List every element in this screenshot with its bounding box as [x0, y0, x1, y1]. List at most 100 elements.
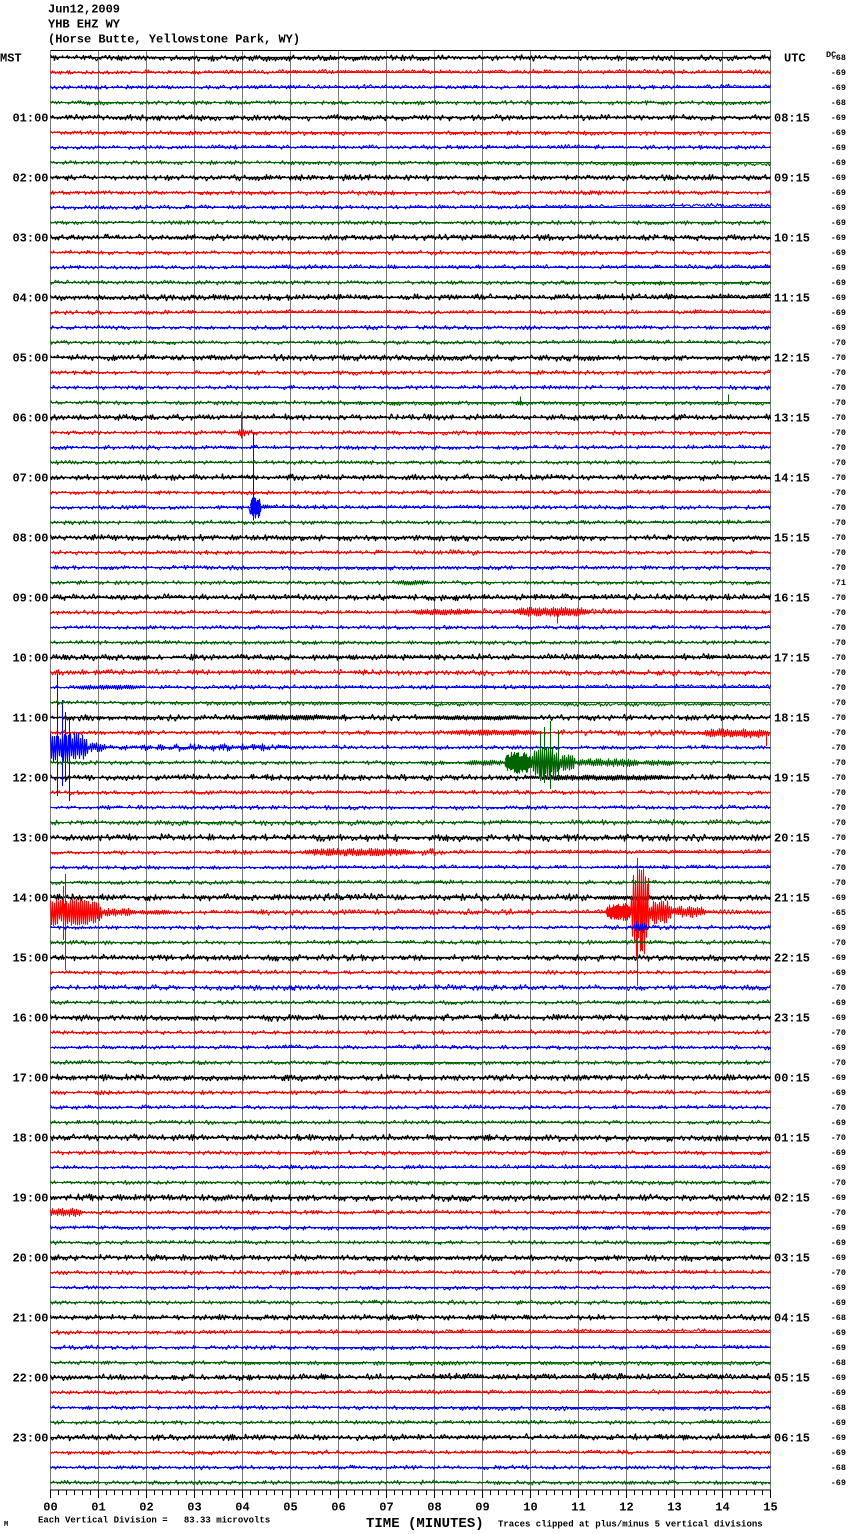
- svg-text:-69: -69: [831, 998, 846, 1008]
- svg-text:12:15: 12:15: [774, 352, 810, 366]
- svg-text:-69: -69: [831, 1343, 846, 1353]
- svg-text:05:15: 05:15: [774, 1372, 810, 1386]
- svg-text:01:00: 01:00: [12, 112, 48, 126]
- svg-text:-69: -69: [831, 128, 846, 138]
- svg-text:15:15: 15:15: [774, 532, 810, 546]
- svg-text:04:00: 04:00: [12, 292, 48, 306]
- svg-text:11: 11: [571, 1501, 585, 1515]
- svg-text:10:15: 10:15: [774, 232, 810, 246]
- svg-text:M: M: [4, 1521, 8, 1529]
- svg-text:-68: -68: [831, 98, 846, 108]
- svg-text:11:15: 11:15: [774, 292, 810, 306]
- svg-text:-70: -70: [831, 1208, 846, 1218]
- svg-text:18:00: 18:00: [12, 1132, 48, 1146]
- svg-text:-68: -68: [831, 1313, 846, 1323]
- svg-text:-70: -70: [831, 623, 846, 633]
- svg-text:-69: -69: [831, 1193, 846, 1203]
- svg-text:08: 08: [427, 1501, 441, 1515]
- svg-text:-70: -70: [831, 443, 846, 453]
- svg-text:17:00: 17:00: [12, 1072, 48, 1086]
- svg-text:16:15: 16:15: [774, 592, 810, 606]
- svg-text:07:00: 07:00: [12, 472, 48, 486]
- svg-text:02:00: 02:00: [12, 172, 48, 186]
- svg-text:-69: -69: [831, 1373, 846, 1383]
- svg-text:-69: -69: [831, 158, 846, 168]
- svg-text:-70: -70: [831, 1133, 846, 1143]
- svg-text:-69: -69: [831, 1088, 846, 1098]
- svg-text:00:15: 00:15: [774, 1072, 810, 1086]
- svg-text:11:00: 11:00: [12, 712, 48, 726]
- svg-text:20:00: 20:00: [12, 1252, 48, 1266]
- svg-text:-69: -69: [831, 1253, 846, 1263]
- svg-text:-70: -70: [831, 383, 846, 393]
- svg-text:08:15: 08:15: [774, 112, 810, 126]
- svg-text:-70: -70: [831, 533, 846, 543]
- svg-text:10: 10: [523, 1501, 537, 1515]
- svg-text:-70: -70: [831, 608, 846, 618]
- svg-text:-70: -70: [831, 653, 846, 663]
- svg-text:12:00: 12:00: [12, 772, 48, 786]
- svg-text:-70: -70: [831, 668, 846, 678]
- svg-text:-68: -68: [831, 1463, 846, 1473]
- svg-text:-70: -70: [831, 458, 846, 468]
- svg-text:-69: -69: [831, 233, 846, 243]
- svg-text:-69: -69: [831, 1238, 846, 1248]
- svg-text:-70: -70: [831, 983, 846, 993]
- svg-text:-70: -70: [831, 1028, 846, 1038]
- svg-text:-70: -70: [831, 788, 846, 798]
- svg-text:-70: -70: [831, 428, 846, 438]
- svg-text:DC: DC: [826, 50, 836, 60]
- svg-text:17:15: 17:15: [774, 652, 810, 666]
- svg-text:-69: -69: [831, 143, 846, 153]
- svg-text:06: 06: [331, 1501, 345, 1515]
- svg-text:-69: -69: [831, 968, 846, 978]
- svg-text:05: 05: [283, 1501, 297, 1515]
- svg-text:-70: -70: [831, 683, 846, 693]
- svg-text:UTC: UTC: [784, 52, 806, 66]
- svg-text:04:15: 04:15: [774, 1312, 810, 1326]
- svg-text:13:15: 13:15: [774, 412, 810, 426]
- svg-text:20:15: 20:15: [774, 832, 810, 846]
- svg-text:19:15: 19:15: [774, 772, 810, 786]
- svg-text:-70: -70: [831, 413, 846, 423]
- svg-text:-69: -69: [831, 893, 846, 903]
- svg-text:-70: -70: [831, 563, 846, 573]
- svg-text:-70: -70: [831, 1178, 846, 1188]
- svg-text:-69: -69: [831, 1418, 846, 1428]
- svg-text:05:00: 05:00: [12, 352, 48, 366]
- svg-text:-69: -69: [831, 923, 846, 933]
- svg-text:TIME (MINUTES): TIME (MINUTES): [366, 1516, 484, 1532]
- svg-text:-69: -69: [831, 173, 846, 183]
- svg-text:-69: -69: [831, 1433, 846, 1443]
- svg-text:08:00: 08:00: [12, 532, 48, 546]
- svg-text:-70: -70: [831, 398, 846, 408]
- svg-text:21:15: 21:15: [774, 892, 810, 906]
- svg-text:03:15: 03:15: [774, 1252, 810, 1266]
- svg-text:21:00: 21:00: [12, 1312, 48, 1326]
- svg-text:-70: -70: [831, 473, 846, 483]
- svg-text:-70: -70: [831, 353, 846, 363]
- svg-text:-70: -70: [831, 818, 846, 828]
- svg-text:Traces clipped at plus/minus 5: Traces clipped at plus/minus 5 vertical …: [498, 1520, 763, 1530]
- svg-text:-68: -68: [831, 1358, 846, 1368]
- svg-text:-69: -69: [831, 203, 846, 213]
- svg-text:22:00: 22:00: [12, 1372, 48, 1386]
- svg-text:-65: -65: [831, 908, 846, 918]
- svg-text:-70: -70: [831, 863, 846, 873]
- svg-text:-69: -69: [831, 1148, 846, 1158]
- svg-text:-69: -69: [831, 293, 846, 303]
- svg-text:Each Vertical Division = 83.: Each Vertical Division = 83.33 microvolt…: [38, 1516, 270, 1526]
- svg-text:13:00: 13:00: [12, 832, 48, 846]
- svg-text:-69: -69: [831, 308, 846, 318]
- svg-text:04: 04: [235, 1501, 249, 1515]
- svg-text:-69: -69: [831, 1073, 846, 1083]
- svg-text:-69: -69: [831, 1388, 846, 1398]
- svg-text:06:15: 06:15: [774, 1432, 810, 1446]
- svg-text:15: 15: [763, 1501, 777, 1515]
- svg-text:22:15: 22:15: [774, 952, 810, 966]
- svg-text:(Horse Butte, Yellowstone Park: (Horse Butte, Yellowstone Park, WY): [48, 33, 300, 47]
- svg-text:-70: -70: [831, 338, 846, 348]
- svg-text:14: 14: [715, 1501, 729, 1515]
- svg-text:-69: -69: [831, 263, 846, 273]
- svg-text:-69: -69: [831, 83, 846, 93]
